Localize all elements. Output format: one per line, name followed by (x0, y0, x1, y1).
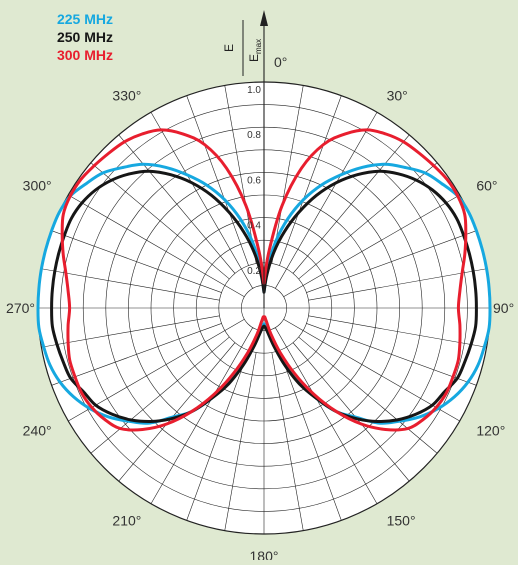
grid-spoke-170 (271, 352, 304, 531)
angle-label-210: 210° (112, 512, 141, 528)
grid-spoke-100 (308, 315, 487, 348)
grid-spoke-20 (279, 95, 342, 266)
axis-label-denominator-base: E (247, 54, 261, 62)
grid-spoke-290 (51, 230, 222, 293)
angle-label-60: 60° (476, 177, 497, 193)
angle-label-300: 300° (23, 177, 52, 193)
series-curve-1 (50, 169, 478, 424)
angle-labels: 0° 30° 60° 90° 120° 150° 180° 210° 240° 270° 300° 3… (6, 54, 514, 564)
grid-spoke-40 (292, 134, 410, 274)
grid-spoke-60 (283, 194, 460, 297)
grid-spoke-250 (51, 323, 222, 386)
grid-spoke-120 (283, 319, 460, 422)
grid-spoke-280 (41, 268, 220, 301)
legend: 225 MHz 250 MHz 300 MHz (57, 11, 113, 63)
series-curves (36, 128, 492, 432)
grid-spoke-190 (224, 352, 257, 531)
angle-label-180: 180° (250, 548, 279, 560)
radial-axis-arrow (260, 10, 268, 308)
angle-label-0: 0° (274, 54, 287, 70)
grid-spoke-80 (308, 268, 487, 301)
grid-spoke-240 (68, 319, 245, 422)
angle-label-240: 240° (23, 423, 52, 439)
series-curve-2 (60, 128, 468, 432)
grid-spoke-230 (90, 336, 230, 454)
grid-spoke-150 (275, 327, 378, 504)
grid-spoke-140 (292, 342, 410, 482)
legend-item-1: 250 MHz (57, 29, 113, 45)
grid-spoke-110 (306, 323, 477, 386)
grid-spoke-330 (150, 112, 253, 289)
grid-spoke-220 (118, 342, 236, 482)
angle-label-120: 120° (476, 423, 505, 439)
grid-spoke-70 (306, 230, 477, 293)
grid-spoke-200 (186, 350, 249, 521)
grid-spoke-320 (118, 134, 236, 274)
grid-spoke-350 (224, 85, 257, 264)
grid-spoke-340 (186, 95, 249, 266)
grid-spoke-10 (271, 85, 304, 264)
grid-spoke-160 (279, 350, 342, 521)
radial-tick-labels: 0.2 0.4 0.6 0.8 1.0 (247, 85, 261, 277)
legend-item-2: 300 MHz (57, 47, 113, 63)
grid-spoke-30 (275, 112, 378, 289)
grid-spoke-130 (298, 336, 438, 454)
legend-item-0: 225 MHz (57, 11, 113, 27)
grid-spoke-260 (41, 315, 220, 348)
radial-tick-label-4: 1.0 (247, 85, 261, 96)
angle-label-150: 150° (387, 512, 416, 528)
angle-label-30: 30° (387, 88, 408, 104)
radial-axis-arrowhead (260, 10, 268, 26)
radial-tick-label-0: 0.2 (247, 266, 261, 277)
radial-tick-label-3: 0.8 (247, 130, 261, 141)
angle-label-90: 90° (493, 300, 514, 316)
axis-label-numerator: E (222, 44, 236, 52)
radial-tick-label-1: 0.4 (247, 221, 261, 232)
grid-spoke-300 (68, 194, 245, 297)
axis-label-denominator-sub: max (254, 39, 263, 54)
radial-tick-label-2: 0.6 (247, 175, 261, 186)
axis-label-denominator: Emax (247, 39, 263, 62)
angle-label-270: 270° (6, 300, 35, 316)
grid-spoke-50 (298, 162, 438, 280)
grid-spoke-310 (90, 162, 230, 280)
angle-label-330: 330° (112, 88, 141, 104)
radial-axis-label: E Emax (222, 20, 263, 76)
grid-spoke-210 (150, 327, 253, 504)
